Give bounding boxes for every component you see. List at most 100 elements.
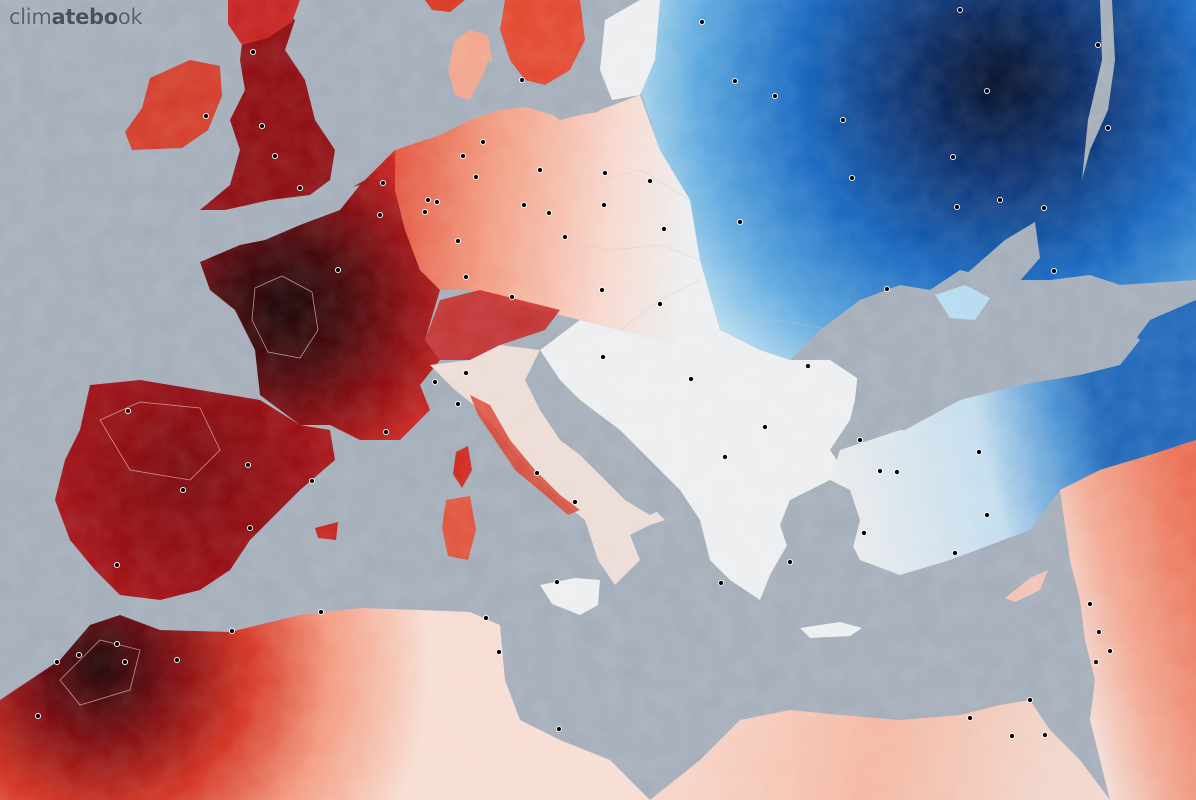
- city-marker: [462, 273, 470, 281]
- city-marker: [1095, 628, 1103, 636]
- city-marker: [561, 233, 569, 241]
- city-marker: [379, 179, 387, 187]
- city-marker: [518, 76, 526, 84]
- climatebook-logo: climatebook: [9, 5, 143, 29]
- city-marker: [1041, 731, 1049, 739]
- logo-part-end: ok: [117, 5, 143, 29]
- city-marker: [736, 218, 744, 226]
- city-marker: [113, 640, 121, 648]
- city-marker: [179, 486, 187, 494]
- city-marker: [996, 196, 1004, 204]
- city-marker: [771, 92, 779, 100]
- city-marker: [533, 469, 541, 477]
- logo-part-start: clim: [9, 5, 52, 29]
- city-marker: [687, 375, 695, 383]
- city-marker: [479, 138, 487, 146]
- city-marker: [1104, 124, 1112, 132]
- city-marker: [956, 6, 964, 14]
- logo-part-bold: atebo: [51, 5, 118, 29]
- city-marker: [472, 173, 480, 181]
- city-marker: [520, 201, 528, 209]
- city-marker: [600, 201, 608, 209]
- city-marker: [731, 77, 739, 85]
- city-marker: [860, 529, 868, 537]
- city-marker: [646, 177, 654, 185]
- city-marker: [983, 511, 991, 519]
- city-marker: [1008, 732, 1016, 740]
- city-marker: [454, 237, 462, 245]
- city-marker: [536, 166, 544, 174]
- city-marker: [459, 152, 467, 160]
- city-marker: [599, 353, 607, 361]
- city-marker: [433, 198, 441, 206]
- city-marker: [598, 286, 606, 294]
- city-marker: [876, 467, 884, 475]
- city-marker: [246, 524, 254, 532]
- city-marker: [975, 448, 983, 456]
- city-marker: [75, 651, 83, 659]
- city-marker: [545, 209, 553, 217]
- city-marker: [421, 208, 429, 216]
- city-marker: [893, 468, 901, 476]
- contour-morocco: [59, 639, 141, 706]
- city-marker: [376, 211, 384, 219]
- country-borders: [559, 169, 831, 331]
- contour-iberia-west: [99, 401, 221, 481]
- city-marker: [555, 725, 563, 733]
- city-marker: [848, 174, 856, 182]
- contour-france-core: [251, 275, 319, 359]
- city-marker: [228, 627, 236, 635]
- city-marker: [1094, 41, 1102, 49]
- city-marker: [601, 169, 609, 177]
- city-marker: [124, 407, 132, 415]
- city-marker: [717, 579, 725, 587]
- city-marker: [308, 477, 316, 485]
- city-markers: [34, 6, 1114, 740]
- city-marker: [1040, 204, 1048, 212]
- city-marker: [656, 300, 664, 308]
- city-marker: [482, 614, 490, 622]
- city-marker: [786, 558, 794, 566]
- isotherm-contours: [59, 275, 319, 706]
- city-marker: [113, 561, 121, 569]
- city-marker: [317, 608, 325, 616]
- city-marker: [839, 116, 847, 124]
- city-marker: [424, 196, 432, 204]
- city-marker: [983, 87, 991, 95]
- city-marker: [660, 225, 668, 233]
- city-marker: [53, 658, 61, 666]
- city-marker: [202, 112, 210, 120]
- city-marker: [883, 285, 891, 293]
- city-marker: [966, 714, 974, 722]
- city-marker: [508, 293, 516, 301]
- city-marker: [1092, 658, 1100, 666]
- city-marker: [1086, 600, 1094, 608]
- city-marker: [951, 549, 959, 557]
- border-central: [559, 169, 831, 331]
- city-marker: [431, 378, 439, 386]
- city-marker: [258, 122, 266, 130]
- city-marker: [1026, 696, 1034, 704]
- city-marker: [249, 48, 257, 56]
- city-marker: [571, 498, 579, 506]
- city-marker: [761, 423, 769, 431]
- city-marker: [721, 453, 729, 461]
- city-marker: [698, 18, 706, 26]
- city-marker: [1106, 647, 1114, 655]
- city-marker: [495, 648, 503, 656]
- city-marker: [34, 712, 42, 720]
- city-marker: [244, 461, 252, 469]
- city-marker: [949, 153, 957, 161]
- city-marker: [271, 152, 279, 160]
- city-marker: [382, 428, 390, 436]
- city-marker: [953, 203, 961, 211]
- city-marker: [454, 400, 462, 408]
- city-marker: [856, 436, 864, 444]
- city-marker: [1050, 267, 1058, 275]
- city-marker: [296, 184, 304, 192]
- city-marker: [804, 362, 812, 370]
- city-marker: [462, 369, 470, 377]
- city-marker: [553, 578, 561, 586]
